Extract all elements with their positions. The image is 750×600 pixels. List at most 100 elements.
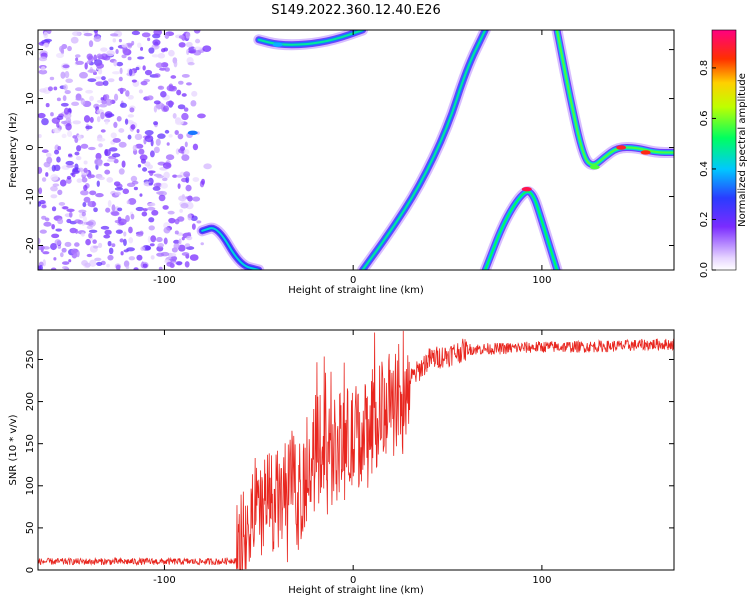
noise-blob [157, 133, 166, 139]
snr-ytick-label: 150 [25, 434, 36, 453]
noise-blob [93, 54, 98, 62]
noise-blob [103, 234, 111, 239]
noise-blob [153, 146, 160, 154]
noise-blob [64, 90, 71, 95]
noise-blob [57, 189, 63, 196]
noise-blob [142, 263, 148, 268]
noise-blob [108, 247, 114, 255]
noise-blob [62, 95, 67, 102]
noise-blob [68, 259, 72, 263]
noise-blob [83, 32, 93, 37]
spectrogram-xtick-label: 100 [532, 275, 551, 286]
noise-blob [66, 175, 72, 180]
noise-blob [92, 239, 97, 244]
noise-blob [128, 68, 133, 76]
descending-curve [551, 30, 674, 171]
noise-blob [146, 206, 156, 211]
colorbar-tick-label: 0.8 [699, 60, 710, 76]
noise-blob [87, 174, 92, 179]
noise-blob [118, 141, 127, 148]
noise-blob [183, 171, 191, 178]
noise-blob [173, 239, 180, 245]
noise-blob [81, 232, 85, 237]
noise-blob [127, 198, 137, 205]
noise-blob [41, 177, 47, 182]
noise-blob [96, 261, 103, 266]
noise-blob [77, 134, 82, 141]
noise-blob [177, 133, 184, 140]
noise-blob [113, 93, 119, 101]
noise-blob [87, 200, 97, 208]
noise-blob [184, 261, 190, 268]
noise-blob [156, 252, 165, 257]
noise-blob [89, 116, 94, 123]
noise-blob [186, 49, 190, 56]
noise-blob [128, 226, 133, 234]
noise-blob [202, 45, 212, 52]
noise-blob [96, 116, 101, 123]
noise-blob [85, 125, 93, 130]
noise-blob [92, 245, 99, 249]
chart-title: S149.2022.360.12.40.E26 [271, 3, 440, 18]
snr-series-line [38, 330, 674, 570]
noise-blob [119, 102, 128, 108]
noise-blob [89, 95, 94, 102]
noise-blob [74, 219, 82, 224]
noise-blob [150, 139, 154, 147]
noise-blob [39, 229, 47, 234]
noise-blob [134, 133, 143, 141]
noise-blob [167, 210, 175, 215]
noise-blob [43, 161, 51, 168]
noise-blob [177, 104, 186, 110]
noise-blob [42, 251, 50, 255]
noise-blob [57, 145, 62, 151]
noise-blob [181, 236, 185, 241]
noise-blob [60, 71, 66, 79]
noise-blob [50, 174, 59, 181]
noise-blob [178, 244, 186, 252]
noise-blob [128, 256, 136, 261]
noise-blob [45, 152, 52, 158]
noise-blob [158, 194, 166, 202]
noise-blob [148, 182, 153, 186]
noise-blob [105, 207, 111, 213]
noise-blob [197, 113, 206, 119]
snr-panel: -100 0 100 0 50 100 150 200 250 Height of straig… [8, 329, 675, 596]
noise-blob [144, 69, 153, 76]
noise-blob [127, 94, 134, 100]
noise-blob [96, 62, 104, 69]
colorbar-tick-label: 0.0 [699, 262, 710, 278]
noise-blob [39, 199, 46, 205]
noise-blob [143, 208, 148, 212]
noise-blob [66, 130, 73, 137]
noise-blob [114, 191, 121, 196]
snr-ylabel: SNR (10 * v/v) [8, 414, 19, 485]
noise-blob [39, 88, 47, 93]
noise-blob [69, 211, 73, 218]
noise-blob [185, 184, 192, 192]
noise-blob [98, 176, 105, 181]
noise-blob [127, 114, 135, 118]
noise-blob [57, 218, 64, 225]
noise-blob [109, 33, 119, 37]
noise-blob [70, 36, 79, 44]
snr-ytick-label: 250 [25, 350, 36, 369]
noise-blob [68, 153, 73, 157]
noise-blob [66, 164, 75, 168]
noise-cloud [38, 30, 212, 270]
noise-blob [130, 175, 138, 183]
noise-blob [74, 137, 79, 144]
colorbar-label: Normalized spectral amplitude [737, 73, 748, 227]
noise-blob [192, 196, 201, 202]
noise-blob [107, 254, 114, 261]
noise-blob [80, 143, 89, 149]
noise-blob [178, 195, 187, 202]
noise-blob [50, 267, 57, 270]
noise-blob [65, 160, 74, 166]
noise-blob [126, 200, 130, 205]
noise-blob [179, 208, 183, 213]
noise-blob [54, 239, 62, 246]
noise-blob [118, 168, 125, 175]
noise-blob [74, 54, 81, 58]
noise-blob [176, 261, 183, 266]
